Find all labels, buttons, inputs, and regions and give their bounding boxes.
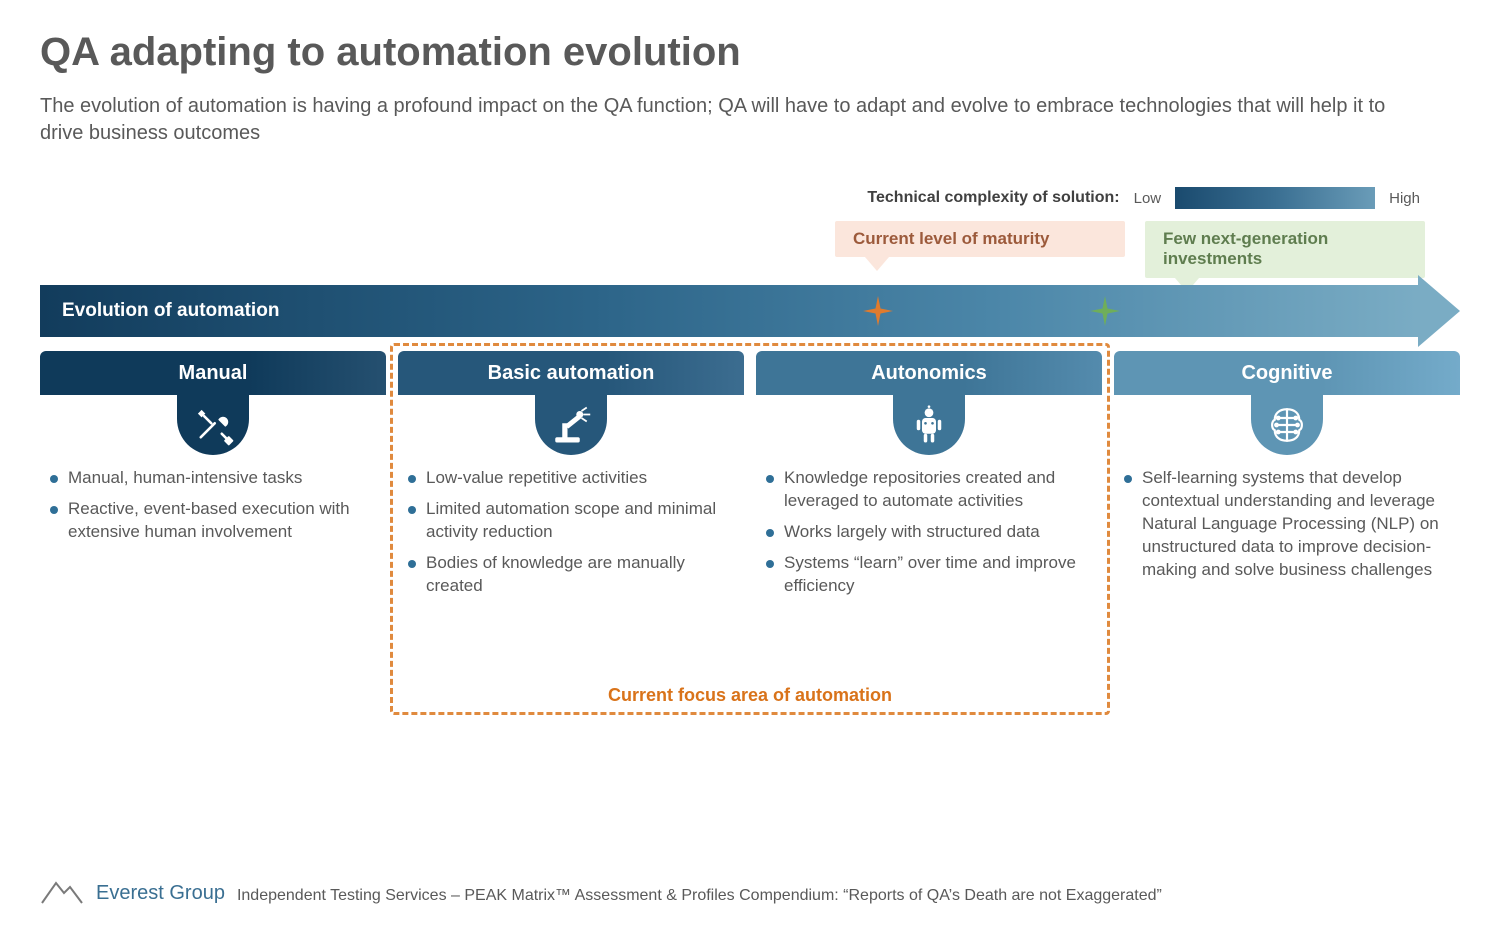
android-icon [893, 395, 965, 455]
star-marker-orange-icon [863, 296, 893, 326]
stage-header-manual: Manual [40, 351, 386, 395]
legend-gradient-bar [1175, 187, 1375, 209]
legend-label: Technical complexity of solution: [867, 189, 1119, 207]
bullet: Manual, human-intensive tasks [46, 467, 382, 490]
arrow-head-icon [1418, 275, 1460, 347]
page-subtitle: The evolution of automation is having a … [40, 93, 1420, 147]
footer: Everest Group Independent Testing Servic… [40, 877, 1162, 905]
tools-icon [177, 395, 249, 455]
everest-logo-icon [40, 877, 84, 905]
bullet: Limited automation scope and minimal act… [404, 498, 740, 544]
callouts-row: Current level of maturity Few next-gener… [40, 221, 1460, 285]
stage-header-autonomics: Autonomics [756, 351, 1102, 395]
legend-high: High [1389, 190, 1420, 207]
stage-header-cognitive: Cognitive [1114, 351, 1460, 395]
robot-arm-icon [535, 395, 607, 455]
stage-cognitive: Cognitive Self-learning systems that deve… [1114, 351, 1460, 606]
bullet: Knowledge repositories created and lever… [762, 467, 1098, 513]
brain-icon [1251, 395, 1323, 455]
footer-logo-text: Everest Group [96, 882, 225, 905]
arrow-body: Evolution of automation [40, 285, 1418, 337]
footer-source: Independent Testing Services – PEAK Matr… [237, 887, 1162, 905]
stage-header-basic: Basic automation [398, 351, 744, 395]
stage-bullets-manual: Manual, human-intensive tasks Reactive, e… [40, 467, 386, 544]
stage-basic: Basic automation Low-value repetitive act… [398, 351, 744, 606]
stages-row: Current focus area of automation ManualM… [40, 351, 1460, 606]
stage-bullets-autonomics: Knowledge repositories created and lever… [756, 467, 1102, 598]
stage-bullets-cognitive: Self-learning systems that develop conte… [1114, 467, 1460, 582]
callout-nextgen: Few next-generation investments [1145, 221, 1425, 278]
stage-bullets-basic: Low-value repetitive activities Limited a… [398, 467, 744, 598]
page-title: QA adapting to automation evolution [40, 30, 1460, 75]
arrow-label: Evolution of automation [62, 300, 279, 322]
stage-autonomics: Autonomics Knowledge repositories created… [756, 351, 1102, 606]
stage-manual: Manual Manual, human-intensive tasks React… [40, 351, 386, 606]
bullet: Systems “learn” over time and improve ef… [762, 552, 1098, 598]
complexity-legend: Technical complexity of solution: Low Hi… [40, 187, 1460, 209]
callout-maturity: Current level of maturity [835, 221, 1125, 257]
bullet: Low-value repetitive activities [404, 467, 740, 490]
bullet: Bodies of knowledge are manually created [404, 552, 740, 598]
bullet: Works largely with structured data [762, 521, 1098, 544]
evolution-arrow: Evolution of automation [40, 285, 1460, 337]
bullet: Reactive, event-based execution with ext… [46, 498, 382, 544]
legend-low: Low [1134, 190, 1162, 207]
bullet: Self-learning systems that develop conte… [1120, 467, 1456, 582]
focus-area-label: Current focus area of automation [393, 685, 1107, 706]
star-marker-green-icon [1090, 296, 1120, 326]
